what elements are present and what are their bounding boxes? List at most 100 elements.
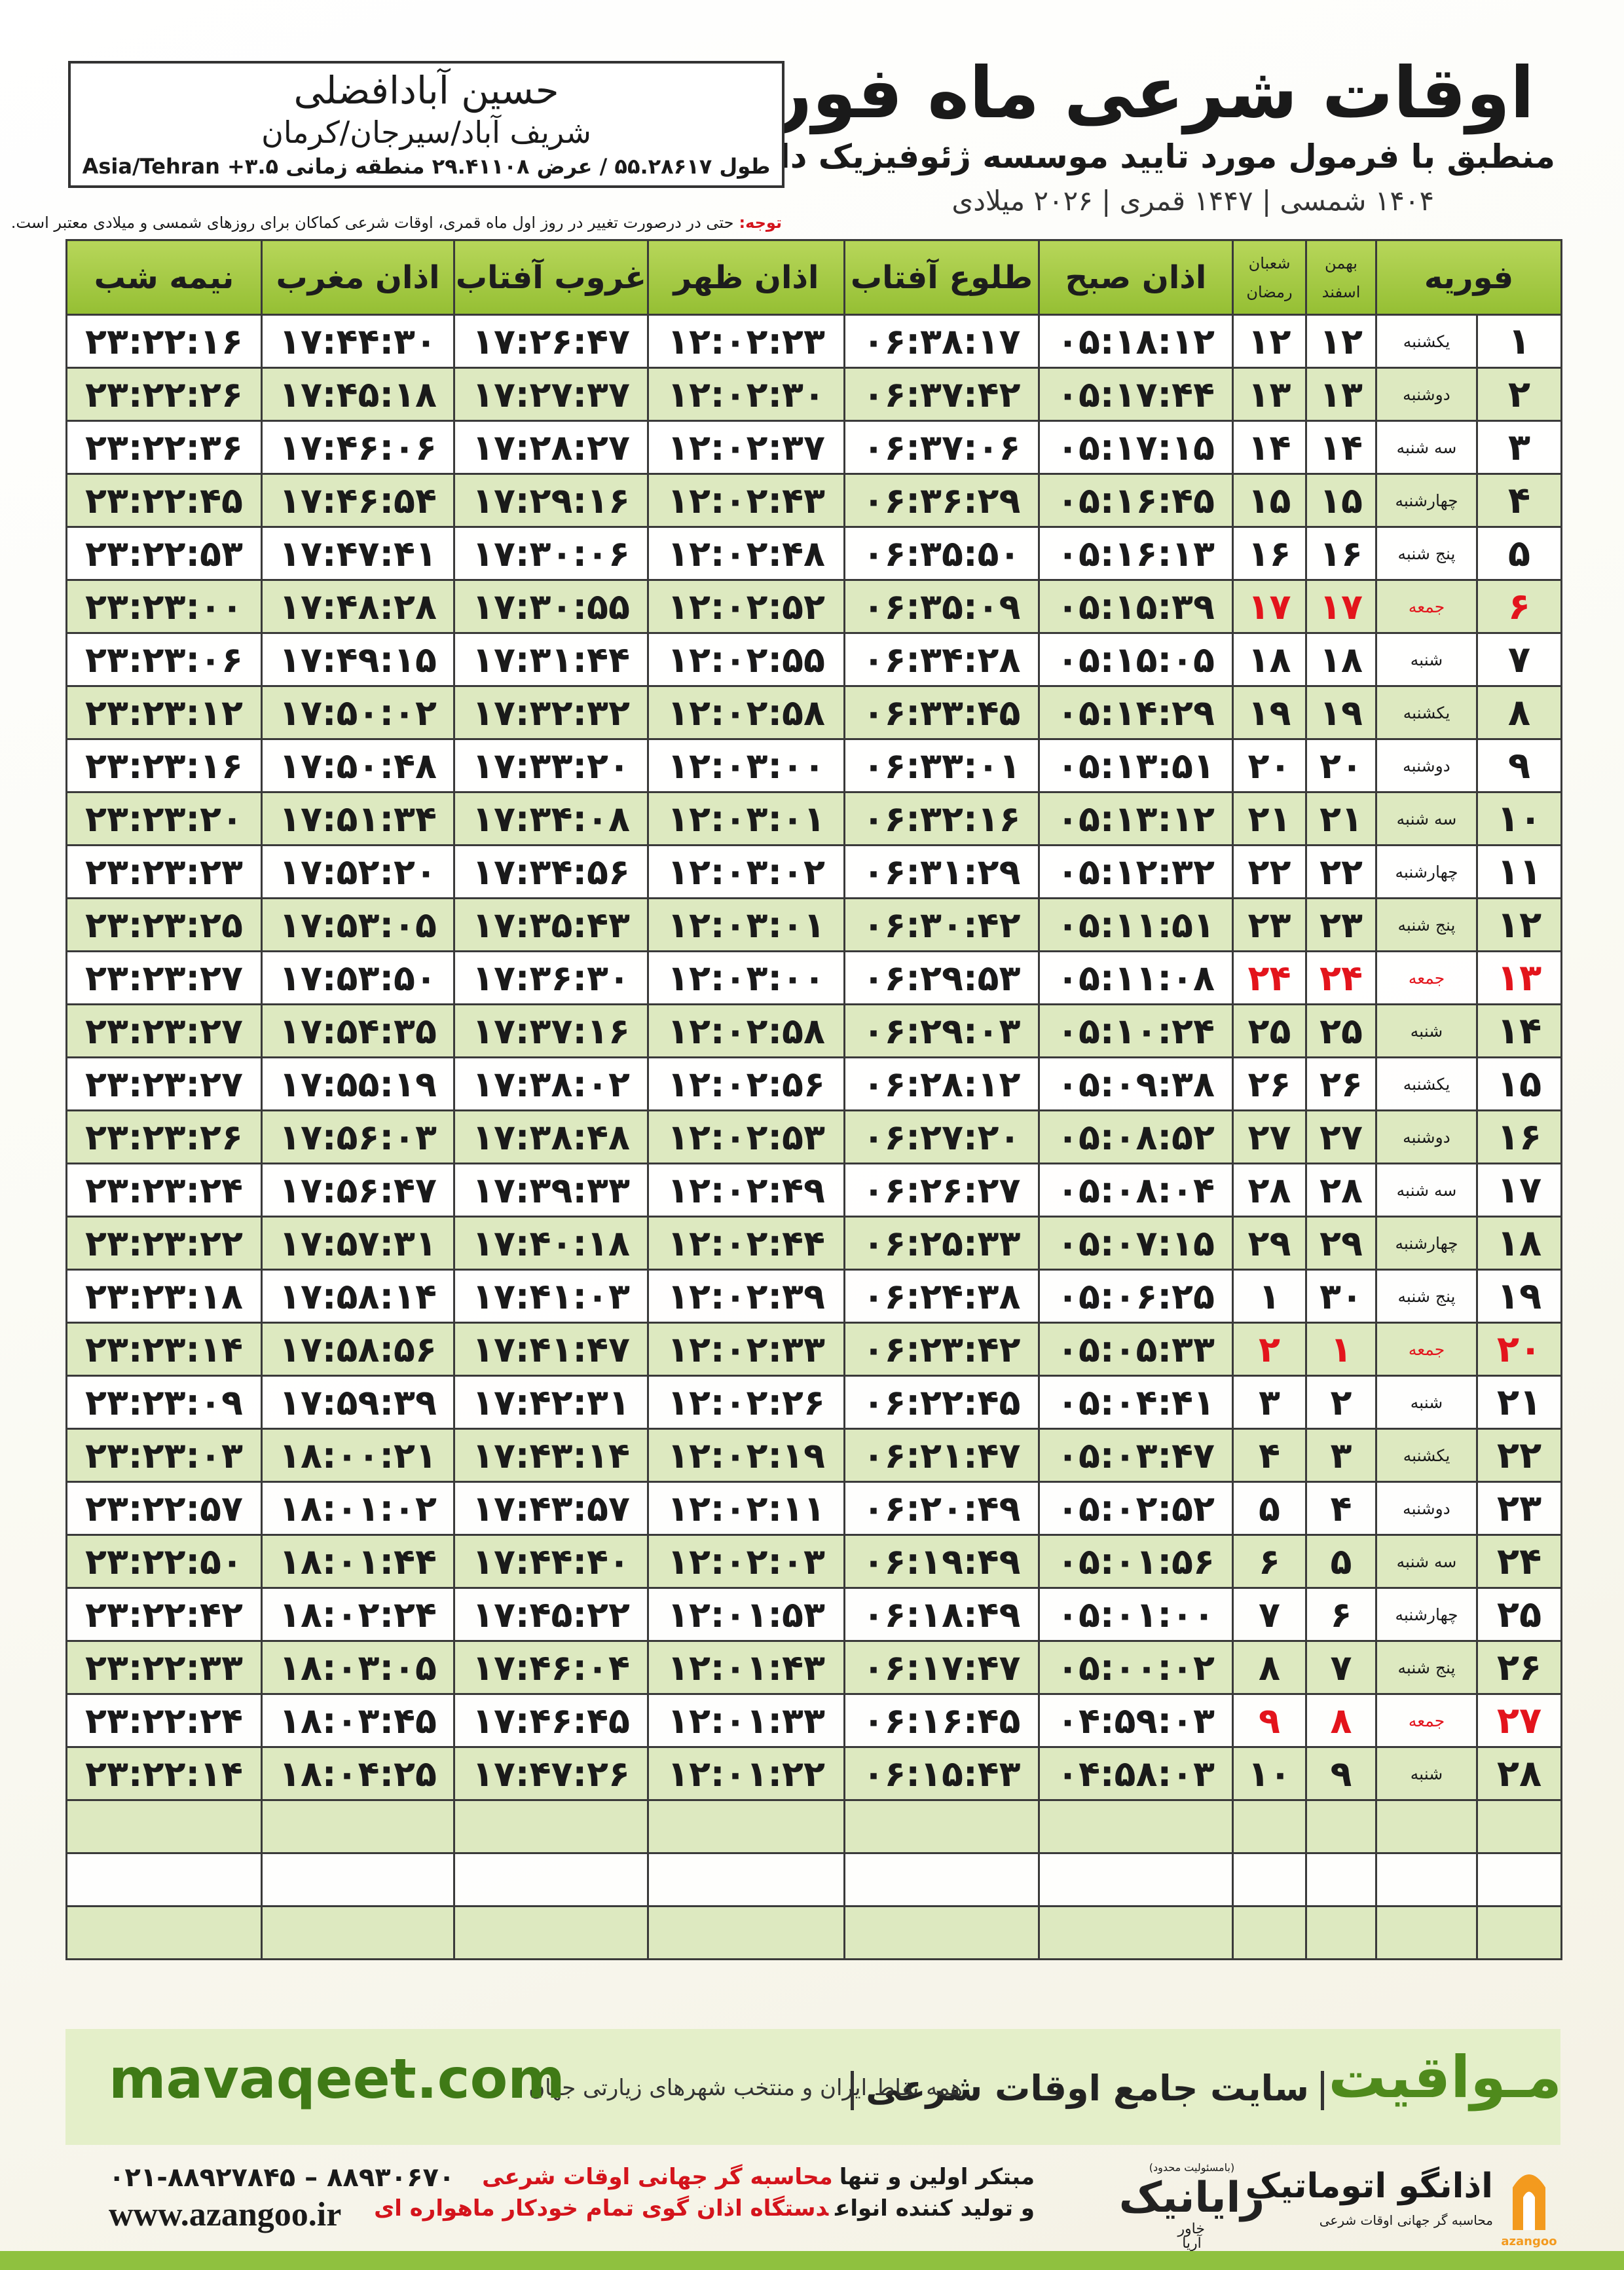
column-header: بهمن اسفند bbox=[1305, 239, 1377, 316]
time-cell: ۰۶:۲۲:۴۵ bbox=[843, 1375, 1040, 1430]
time-cell: ۲۳:۲۲:۳۶ bbox=[65, 420, 263, 475]
day-number: ۲۶ bbox=[1305, 1056, 1377, 1111]
weekday: سه شنبه bbox=[1375, 1163, 1479, 1218]
time-cell: ۱۷:۲۷:۳۷ bbox=[453, 367, 649, 422]
weekday: پنج شنبه bbox=[1375, 526, 1479, 581]
time-cell: ۰۵:۱۴:۲۹ bbox=[1038, 685, 1234, 740]
time-cell: ۱۷:۵۶:۴۷ bbox=[261, 1163, 455, 1218]
weekday: چهارشنبه bbox=[1375, 1587, 1479, 1642]
empty-cell bbox=[1305, 1905, 1377, 1960]
day-number: ۳ bbox=[1305, 1428, 1377, 1483]
time-cell: ۱۷:۴۹:۱۵ bbox=[261, 632, 455, 687]
site-url[interactable]: mavaqeet.com bbox=[109, 2047, 565, 2111]
time-cell: ۰۶:۳۵:۵۰ bbox=[843, 526, 1040, 581]
weekday: چهارشنبه bbox=[1375, 1216, 1479, 1271]
weekday: پنج شنبه bbox=[1375, 1269, 1479, 1324]
day-number: ۱۶ bbox=[1476, 1109, 1563, 1164]
column-header-part: شعبان bbox=[1248, 253, 1291, 272]
table-row: ۲۶ پنج شنبه ۷ ۸ ۰۵:۰۰:۰۲ ۰۶:۱۷:۴۷ ۱۲:۰۱:۴۳ ۱۷:۴… bbox=[65, 1640, 1563, 1695]
day-number: ۱۸ bbox=[1232, 632, 1307, 687]
empty-cell bbox=[1375, 1799, 1479, 1854]
day-number: ۱۶ bbox=[1232, 526, 1307, 581]
table-row: ۲۱ شنبه ۲ ۳ ۰۵:۰۴:۴۱ ۰۶:۲۲:۴۵ ۱۲:۰۲:۲۶ ۱۷:۴۲:۳۱… bbox=[65, 1375, 1563, 1430]
day-number: ۷ bbox=[1305, 1640, 1377, 1695]
day-number: ۱۲ bbox=[1232, 314, 1307, 369]
day-number: ۱۹ bbox=[1305, 685, 1377, 740]
day-number: ۲۴ bbox=[1232, 950, 1307, 1005]
time-cell: ۰۵:۰۷:۱۵ bbox=[1038, 1216, 1234, 1271]
weekday: شنبه bbox=[1375, 632, 1479, 687]
day-number: ۱۹ bbox=[1232, 685, 1307, 740]
rayanik-sub: خاور آریا bbox=[1177, 2221, 1205, 2252]
table-row: ۱۱ چهارشنبه ۲۲ ۲۲ ۰۵:۱۲:۳۲ ۰۶:۳۱:۲۹ ۱۲:۰۳:۰۲ ۱۷… bbox=[65, 844, 1563, 899]
time-cell: ۰۶:۳۷:۰۶ bbox=[843, 420, 1040, 475]
time-cell: ۲۳:۲۳:۰۶ bbox=[65, 632, 263, 687]
time-cell: ۱۷:۳۱:۴۴ bbox=[453, 632, 649, 687]
time-cell: ۱۲:۰۲:۴۴ bbox=[647, 1216, 845, 1271]
table-row: ۷ شنبه ۱۸ ۱۸ ۰۵:۱۵:۰۵ ۰۶:۳۴:۲۸ ۱۲:۰۲:۵۵ ۱۷:۳۱:۴… bbox=[65, 632, 1563, 687]
time-cell: ۲۳:۲۲:۴۲ bbox=[65, 1587, 263, 1642]
table-row: ۱۳ جمعه ۲۴ ۲۴ ۰۵:۱۱:۰۸ ۰۶:۲۹:۵۳ ۱۲:۰۳:۰۰ ۱۷:۳۶:… bbox=[65, 950, 1563, 1005]
day-number: ۲۳ bbox=[1476, 1481, 1563, 1536]
column-header-part: اسفند bbox=[1321, 282, 1361, 301]
day-number: ۲۱ bbox=[1232, 791, 1307, 846]
time-cell: ۰۶:۳۷:۴۲ bbox=[843, 367, 1040, 422]
time-cell: ۰۵:۰۱:۵۶ bbox=[1038, 1534, 1234, 1589]
desc-line: و تولید کننده انواعدستگاه اذان گوی تمام … bbox=[374, 2193, 1035, 2224]
empty-cell bbox=[1038, 1905, 1234, 1960]
time-cell: ۱۲:۰۲:۳۷ bbox=[647, 420, 845, 475]
day-number: ۹ bbox=[1232, 1693, 1307, 1748]
empty-row bbox=[65, 1852, 1563, 1907]
time-cell: ۱۲:۰۳:۰۱ bbox=[647, 897, 845, 952]
table-row: ۲۵ چهارشنبه ۶ ۷ ۰۵:۰۱:۰۰ ۰۶:۱۸:۴۹ ۱۲:۰۱:۵۳ ۱۷:۴… bbox=[65, 1587, 1563, 1642]
empty-row bbox=[65, 1799, 1563, 1854]
day-number: ۲۰ bbox=[1232, 738, 1307, 793]
time-cell: ۰۵:۰۴:۴۱ bbox=[1038, 1375, 1234, 1430]
time-cell: ۱۲:۰۲:۴۳ bbox=[647, 473, 845, 528]
web-url[interactable]: www.azangoo.ir bbox=[109, 2196, 342, 2233]
description: مبتکر اولین و تنهامحاسبه گر جهانی اوقات … bbox=[374, 2161, 1035, 2224]
day-number: ۲۷ bbox=[1476, 1693, 1563, 1748]
time-cell: ۰۵:۰۳:۴۷ bbox=[1038, 1428, 1234, 1483]
time-cell: ۰۵:۱۶:۱۳ bbox=[1038, 526, 1234, 581]
time-cell: ۰۶:۱۷:۴۷ bbox=[843, 1640, 1040, 1695]
time-cell: ۱۲:۰۲:۵۸ bbox=[647, 685, 845, 740]
day-number: ۶ bbox=[1305, 1587, 1377, 1642]
time-cell: ۱۲:۰۱:۳۳ bbox=[647, 1693, 845, 1748]
time-cell: ۱۷:۴۷:۲۶ bbox=[453, 1746, 649, 1801]
time-cell: ۰۶:۲۷:۲۰ bbox=[843, 1109, 1040, 1164]
weekday: دوشنبه bbox=[1375, 1109, 1479, 1164]
time-cell: ۱۷:۵۳:۵۰ bbox=[261, 950, 455, 1005]
empty-cell bbox=[1232, 1799, 1307, 1854]
day-number: ۲۲ bbox=[1305, 844, 1377, 899]
weekday: شنبه bbox=[1375, 1746, 1479, 1801]
desc-text: مبتکر اولین و تنها bbox=[839, 2164, 1035, 2190]
time-cell: ۰۵:۰۵:۳۳ bbox=[1038, 1322, 1234, 1377]
time-cell: ۱۲:۰۲:۳۰ bbox=[647, 367, 845, 422]
empty-cell bbox=[261, 1852, 455, 1907]
time-cell: ۲۳:۲۳:۱۴ bbox=[65, 1322, 263, 1377]
time-cell: ۱۲:۰۳:۰۰ bbox=[647, 738, 845, 793]
day-number: ۱۷ bbox=[1476, 1163, 1563, 1218]
day-number: ۸ bbox=[1305, 1693, 1377, 1748]
time-cell: ۰۶:۳۴:۲۸ bbox=[843, 632, 1040, 687]
day-number: ۲۳ bbox=[1305, 897, 1377, 952]
time-cell: ۰۶:۲۱:۴۷ bbox=[843, 1428, 1040, 1483]
header-row: فوریه بهمن اسفند شعبان رمضان اذان صبح طلوع آفت… bbox=[65, 239, 1563, 316]
table-row: ۱۸ چهارشنبه ۲۹ ۲۹ ۰۵:۰۷:۱۵ ۰۶:۲۵:۳۳ ۱۲:۰۲:۴۴ ۱۷… bbox=[65, 1216, 1563, 1271]
time-cell: ۱۷:۵۹:۳۹ bbox=[261, 1375, 455, 1430]
day-number: ۲۹ bbox=[1232, 1216, 1307, 1271]
table-row: ۲ دوشنبه ۱۳ ۱۳ ۰۵:۱۷:۴۴ ۰۶:۳۷:۴۲ ۱۲:۰۲:۳۰ ۱۷:۲۷… bbox=[65, 367, 1563, 422]
empty-cell bbox=[647, 1799, 845, 1854]
time-cell: ۰۶:۳۲:۱۶ bbox=[843, 791, 1040, 846]
day-number: ۲۷ bbox=[1305, 1109, 1377, 1164]
time-cell: ۰۵:۰۹:۳۸ bbox=[1038, 1056, 1234, 1111]
day-number: ۱۰ bbox=[1232, 1746, 1307, 1801]
table-row: ۲۲ یکشنبه ۳ ۴ ۰۵:۰۳:۴۷ ۰۶:۲۱:۴۷ ۱۲:۰۲:۱۹ ۱۷:۴۳:… bbox=[65, 1428, 1563, 1483]
time-cell: ۰۶:۲۳:۴۲ bbox=[843, 1322, 1040, 1377]
day-number: ۷ bbox=[1476, 632, 1563, 687]
time-cell: ۱۷:۵۴:۳۵ bbox=[261, 1003, 455, 1058]
column-header: شعبان رمضان bbox=[1232, 239, 1307, 316]
day-number: ۷ bbox=[1232, 1587, 1307, 1642]
